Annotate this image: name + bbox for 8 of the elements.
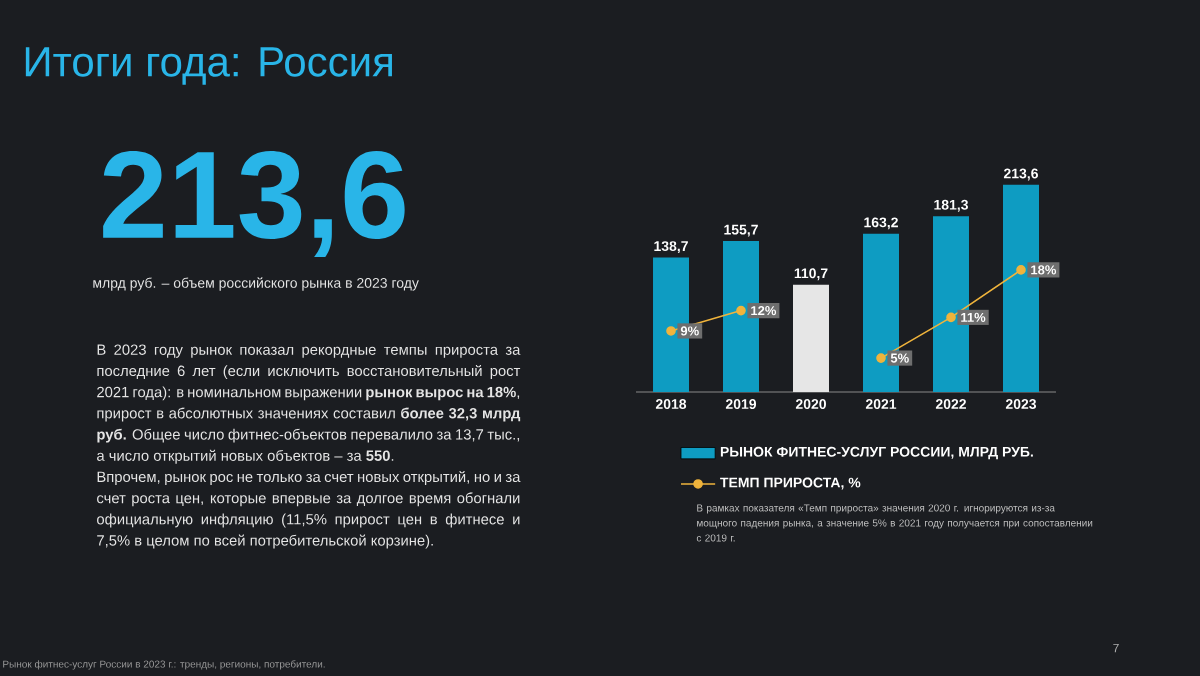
point	[736, 305, 746, 316]
point	[946, 312, 956, 323]
text: 213,6	[103, 151, 405, 257]
point	[876, 353, 886, 363]
bar	[793, 284, 829, 392]
text: Итоги года: Россия	[25, 47, 392, 85]
point	[666, 326, 676, 336]
point	[1016, 265, 1026, 275]
